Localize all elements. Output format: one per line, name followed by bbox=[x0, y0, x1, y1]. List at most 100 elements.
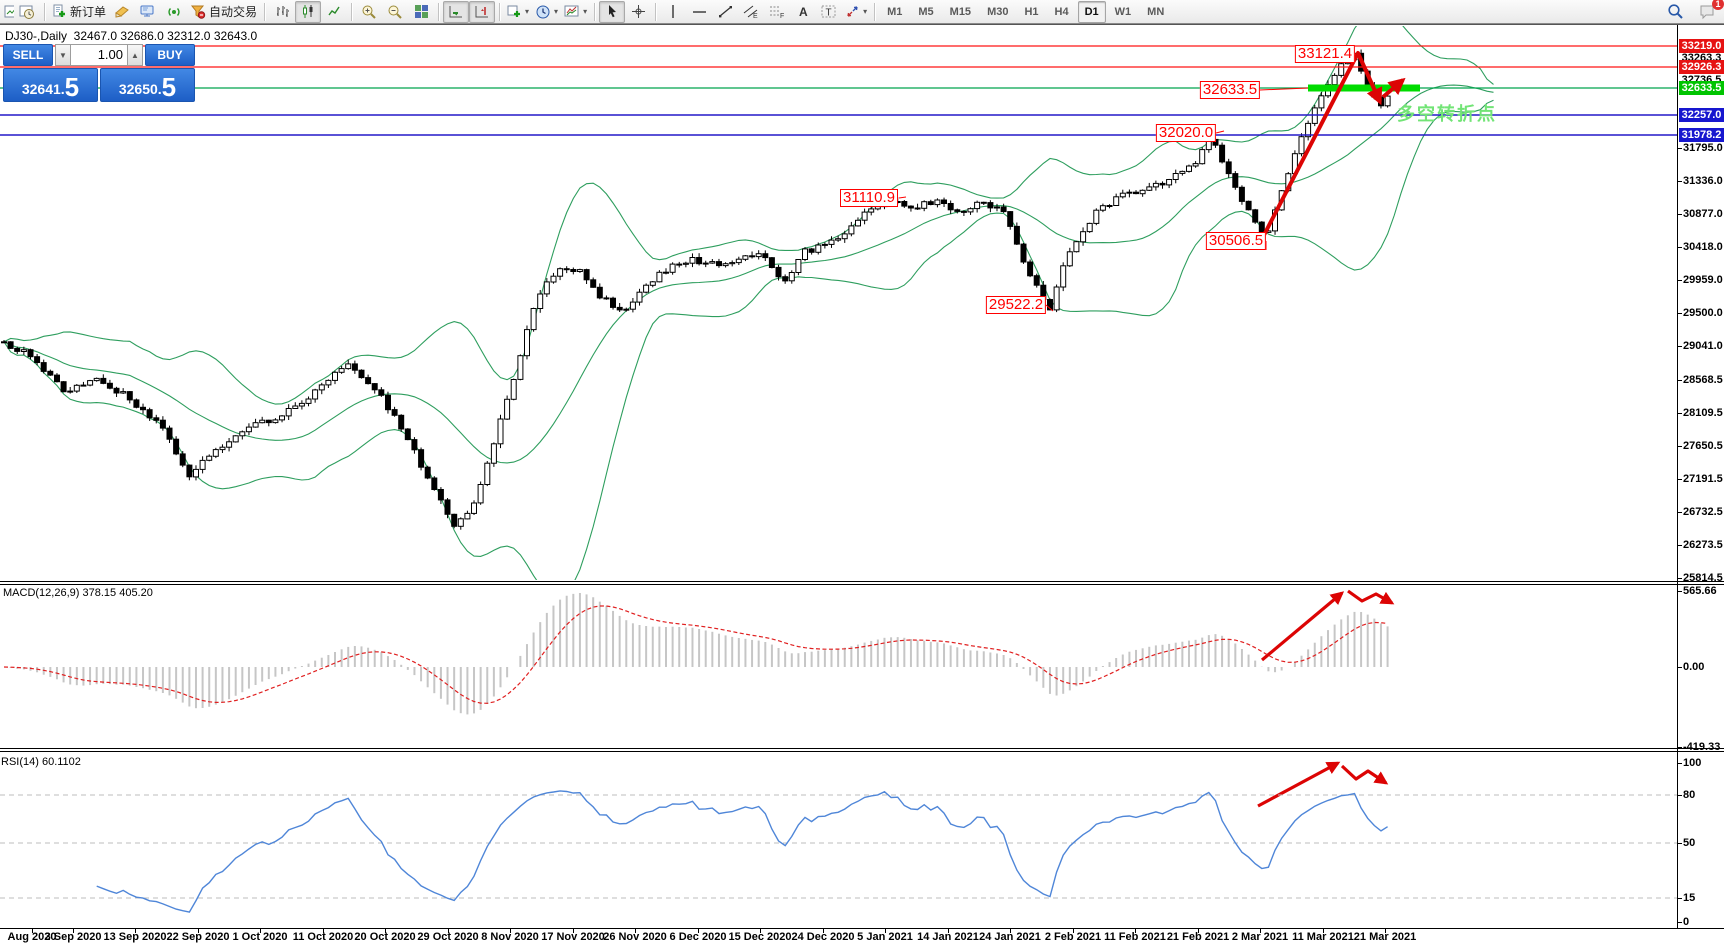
buy-price-frac: 5 bbox=[161, 72, 177, 102]
channel-button[interactable]: E bbox=[738, 1, 764, 23]
sell-button[interactable]: SELL bbox=[3, 44, 53, 66]
chart-shift-button[interactable] bbox=[469, 0, 496, 23]
chart-window-icon-partial[interactable] bbox=[4, 4, 14, 20]
buy-price[interactable]: 32650. 5 bbox=[100, 68, 195, 102]
rsi-indicator-label: RSI(14) 60.1102 bbox=[1, 756, 81, 768]
volume-decrease-button[interactable]: ▼ bbox=[55, 44, 71, 66]
notifications-button[interactable]: 1 bbox=[1694, 0, 1724, 23]
timeframe-h4[interactable]: H4 bbox=[1054, 5, 1069, 18]
equidistant-channel-icon: E bbox=[743, 5, 758, 19]
new-order-icon bbox=[53, 4, 65, 17]
svg-text:F: F bbox=[780, 13, 784, 19]
text-icon: A bbox=[799, 5, 808, 19]
trendline-button[interactable] bbox=[712, 1, 738, 23]
cursor-button[interactable] bbox=[599, 0, 626, 23]
terminal-button[interactable] bbox=[135, 1, 161, 23]
crosshair-button[interactable] bbox=[625, 1, 651, 23]
cursor-icon bbox=[609, 5, 617, 18]
divider bbox=[351, 2, 353, 21]
horizontal-line-button[interactable] bbox=[686, 1, 712, 23]
sell-price-frac: 5 bbox=[64, 72, 80, 102]
candlestick-chart-button[interactable] bbox=[295, 0, 322, 23]
crosshair-icon bbox=[631, 5, 645, 18]
timeframe-m5[interactable]: M5 bbox=[918, 5, 934, 18]
divider bbox=[44, 2, 45, 21]
divider bbox=[655, 2, 657, 21]
svg-text:T: T bbox=[826, 8, 832, 19]
search-icon bbox=[1667, 4, 1683, 19]
timeframe-d1[interactable]: D1 bbox=[1077, 0, 1106, 23]
autotrading-icon bbox=[190, 5, 206, 19]
line-chart-icon bbox=[327, 6, 340, 16]
timeframe-m1[interactable]: M1 bbox=[887, 5, 903, 18]
vertical-line-button[interactable] bbox=[660, 1, 686, 23]
timeframe-h1[interactable]: H1 bbox=[1024, 5, 1039, 18]
zoom-out-icon bbox=[388, 5, 402, 19]
text-label-icon: T bbox=[821, 5, 836, 19]
arrow-objects-icon bbox=[847, 6, 858, 17]
new-order-button[interactable]: 新订单 bbox=[49, 1, 109, 23]
tile-windows-icon bbox=[414, 5, 428, 18]
fibonacci-icon: F bbox=[770, 6, 784, 19]
divider bbox=[264, 2, 266, 21]
signals-icon bbox=[168, 8, 180, 16]
volume-input[interactable]: 1.00 bbox=[71, 44, 127, 66]
fibonacci-button[interactable]: F bbox=[764, 1, 790, 23]
text-label-button[interactable]: T bbox=[816, 1, 842, 23]
divider bbox=[874, 2, 876, 21]
volume-increase-button[interactable]: ▲ bbox=[127, 44, 143, 66]
bar-chart-button[interactable] bbox=[269, 1, 295, 23]
new-chart-dropdown[interactable]: ▾ bbox=[504, 1, 532, 23]
profiles-button[interactable] bbox=[14, 1, 40, 23]
chart-title: DJ30-,Daily 32467.0 32686.0 32312.0 3264… bbox=[5, 29, 258, 43]
buy-button[interactable]: BUY bbox=[145, 44, 195, 66]
volume-stepper: ▼ 1.00 ▲ bbox=[55, 44, 143, 66]
auto-scroll-button[interactable] bbox=[443, 0, 470, 23]
editor-button[interactable] bbox=[109, 1, 135, 23]
arrows-dropdown[interactable]: ▾ bbox=[842, 1, 870, 23]
vertical-line-icon bbox=[672, 5, 674, 18]
signals-button[interactable] bbox=[161, 1, 187, 23]
timeframe-m15[interactable]: M15 bbox=[949, 5, 972, 18]
zoom-in-button[interactable] bbox=[356, 1, 382, 23]
chart-shift-icon bbox=[475, 6, 489, 18]
auto-scroll-icon bbox=[449, 6, 463, 18]
svg-text:E: E bbox=[753, 13, 758, 19]
timeframe-m30[interactable]: M30 bbox=[987, 5, 1009, 18]
sell-price[interactable]: 32641. 5 bbox=[3, 68, 98, 102]
templates-icon bbox=[564, 5, 579, 17]
search-button[interactable] bbox=[1662, 1, 1688, 23]
periods-dropdown[interactable]: ▾ bbox=[532, 1, 561, 23]
divider bbox=[499, 2, 501, 21]
candlestick-chart-icon bbox=[302, 5, 313, 18]
templates-dropdown[interactable]: ▾ bbox=[561, 1, 590, 23]
macd-indicator-label: MACD(12,26,9) 378.15 405.20 bbox=[3, 587, 153, 599]
svg-text:A: A bbox=[799, 5, 808, 19]
buy-price-dot: . bbox=[157, 81, 162, 97]
editor-icon bbox=[115, 6, 129, 18]
timeframe-bar: M1 M5 M15 M30 H1 H4 D1 W1 MN bbox=[879, 0, 1172, 23]
sell-price-dot: . bbox=[60, 81, 65, 97]
notification-badge: 1 bbox=[1712, 0, 1724, 10]
one-click-trading-panel: SELL ▼ 1.00 ▲ BUY 32641. 5 32650. 5 bbox=[3, 44, 197, 102]
toolbar: 新订单 自动交易 ▾ ▾ ▾ E F A T ▾ M1 M5 M15 M30 H1 H4 D… bbox=[0, 0, 1724, 24]
divider bbox=[438, 2, 440, 21]
clock-icon bbox=[536, 5, 550, 18]
autotrading-button[interactable]: 自动交易 bbox=[187, 1, 260, 23]
text-button[interactable]: A bbox=[790, 1, 816, 23]
horizontal-line-icon bbox=[692, 10, 706, 13]
buy-price-int: 32650 bbox=[118, 81, 158, 97]
new-chart-icon bbox=[507, 5, 521, 17]
tile-windows-button[interactable] bbox=[408, 1, 434, 23]
line-chart-button[interactable] bbox=[321, 1, 347, 23]
divider bbox=[594, 2, 596, 21]
timeframe-w1[interactable]: W1 bbox=[1114, 5, 1132, 18]
timeframe-mn[interactable]: MN bbox=[1147, 5, 1165, 18]
trendline-icon bbox=[718, 6, 732, 18]
zoom-out-button[interactable] bbox=[382, 1, 408, 23]
sell-price-int: 32641 bbox=[21, 81, 61, 97]
zoom-in-icon bbox=[362, 5, 376, 19]
terminal-icon bbox=[140, 5, 154, 17]
